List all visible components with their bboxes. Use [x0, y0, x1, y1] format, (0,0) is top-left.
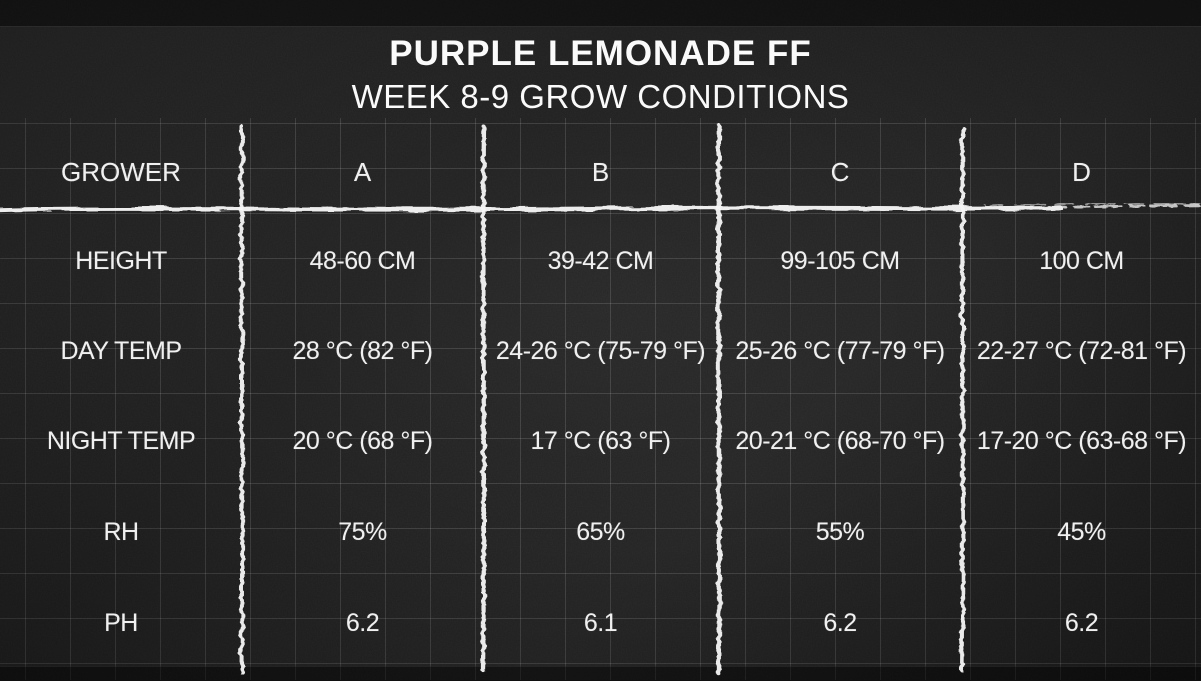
cell-day-temp-a: 28 °C (82 °F)	[292, 336, 433, 365]
cell-rh-c: 55%	[815, 517, 865, 546]
cell-day-temp-b: 24-26 °C (75-79 °F)	[495, 336, 706, 365]
row-label-ph: PH	[104, 608, 138, 637]
cell-day-temp-d: 22-27 °C (72-81 °F)	[976, 336, 1187, 365]
cell-ph-c: 6.2	[823, 608, 857, 637]
cell-night-temp-b: 17 °C (63 °F)	[530, 427, 671, 455]
cell-ph-a: 6.2	[345, 608, 380, 637]
cell-rh-b: 65%	[576, 517, 625, 546]
cell-day-temp-c: 25-26 °C (77-79 °F)	[735, 336, 945, 365]
cell-night-temp-c: 20-21 °C (68-70 °F)	[735, 427, 945, 455]
cell-night-temp-a: 20 °C (68 °F)	[292, 427, 433, 455]
cell-height-a: 48-60 CM	[309, 246, 416, 275]
cell-height-d: 100 CM	[1039, 246, 1124, 275]
cell-night-temp-d: 17-20 °C (63-68 °F)	[976, 427, 1187, 455]
row-label-height: HEIGHT	[75, 246, 167, 275]
column-header-grower: GROWER	[61, 156, 181, 187]
column-header-b: B	[591, 156, 610, 187]
cell-rh-d: 45%	[1057, 517, 1106, 546]
grow-conditions-table: GROWER A B C D HEIGHT 48-60 CM 39-42 CM …	[0, 128, 1201, 669]
column-header-d: D	[1072, 156, 1091, 187]
column-header-c: C	[830, 156, 850, 187]
cell-ph-b: 6.1	[583, 608, 618, 637]
cell-height-b: 39-42 CM	[547, 246, 654, 275]
board-frame-bottom	[0, 666, 1201, 681]
board-frame-top	[0, 0, 1201, 27]
column-header-a: A	[353, 156, 372, 187]
page-title: PURPLE LEMONADE FF	[389, 34, 812, 73]
page-subtitle: WEEK 8-9 GROW CONDITIONS	[351, 78, 850, 115]
cell-height-c: 99-105 CM	[780, 246, 900, 275]
row-label-rh: RH	[103, 517, 139, 546]
row-label-night-temp: NIGHT TEMP	[46, 427, 196, 455]
cell-rh-a: 75%	[338, 517, 387, 546]
cell-ph-d: 6.2	[1064, 608, 1099, 637]
row-label-day-temp: DAY TEMP	[60, 336, 182, 365]
